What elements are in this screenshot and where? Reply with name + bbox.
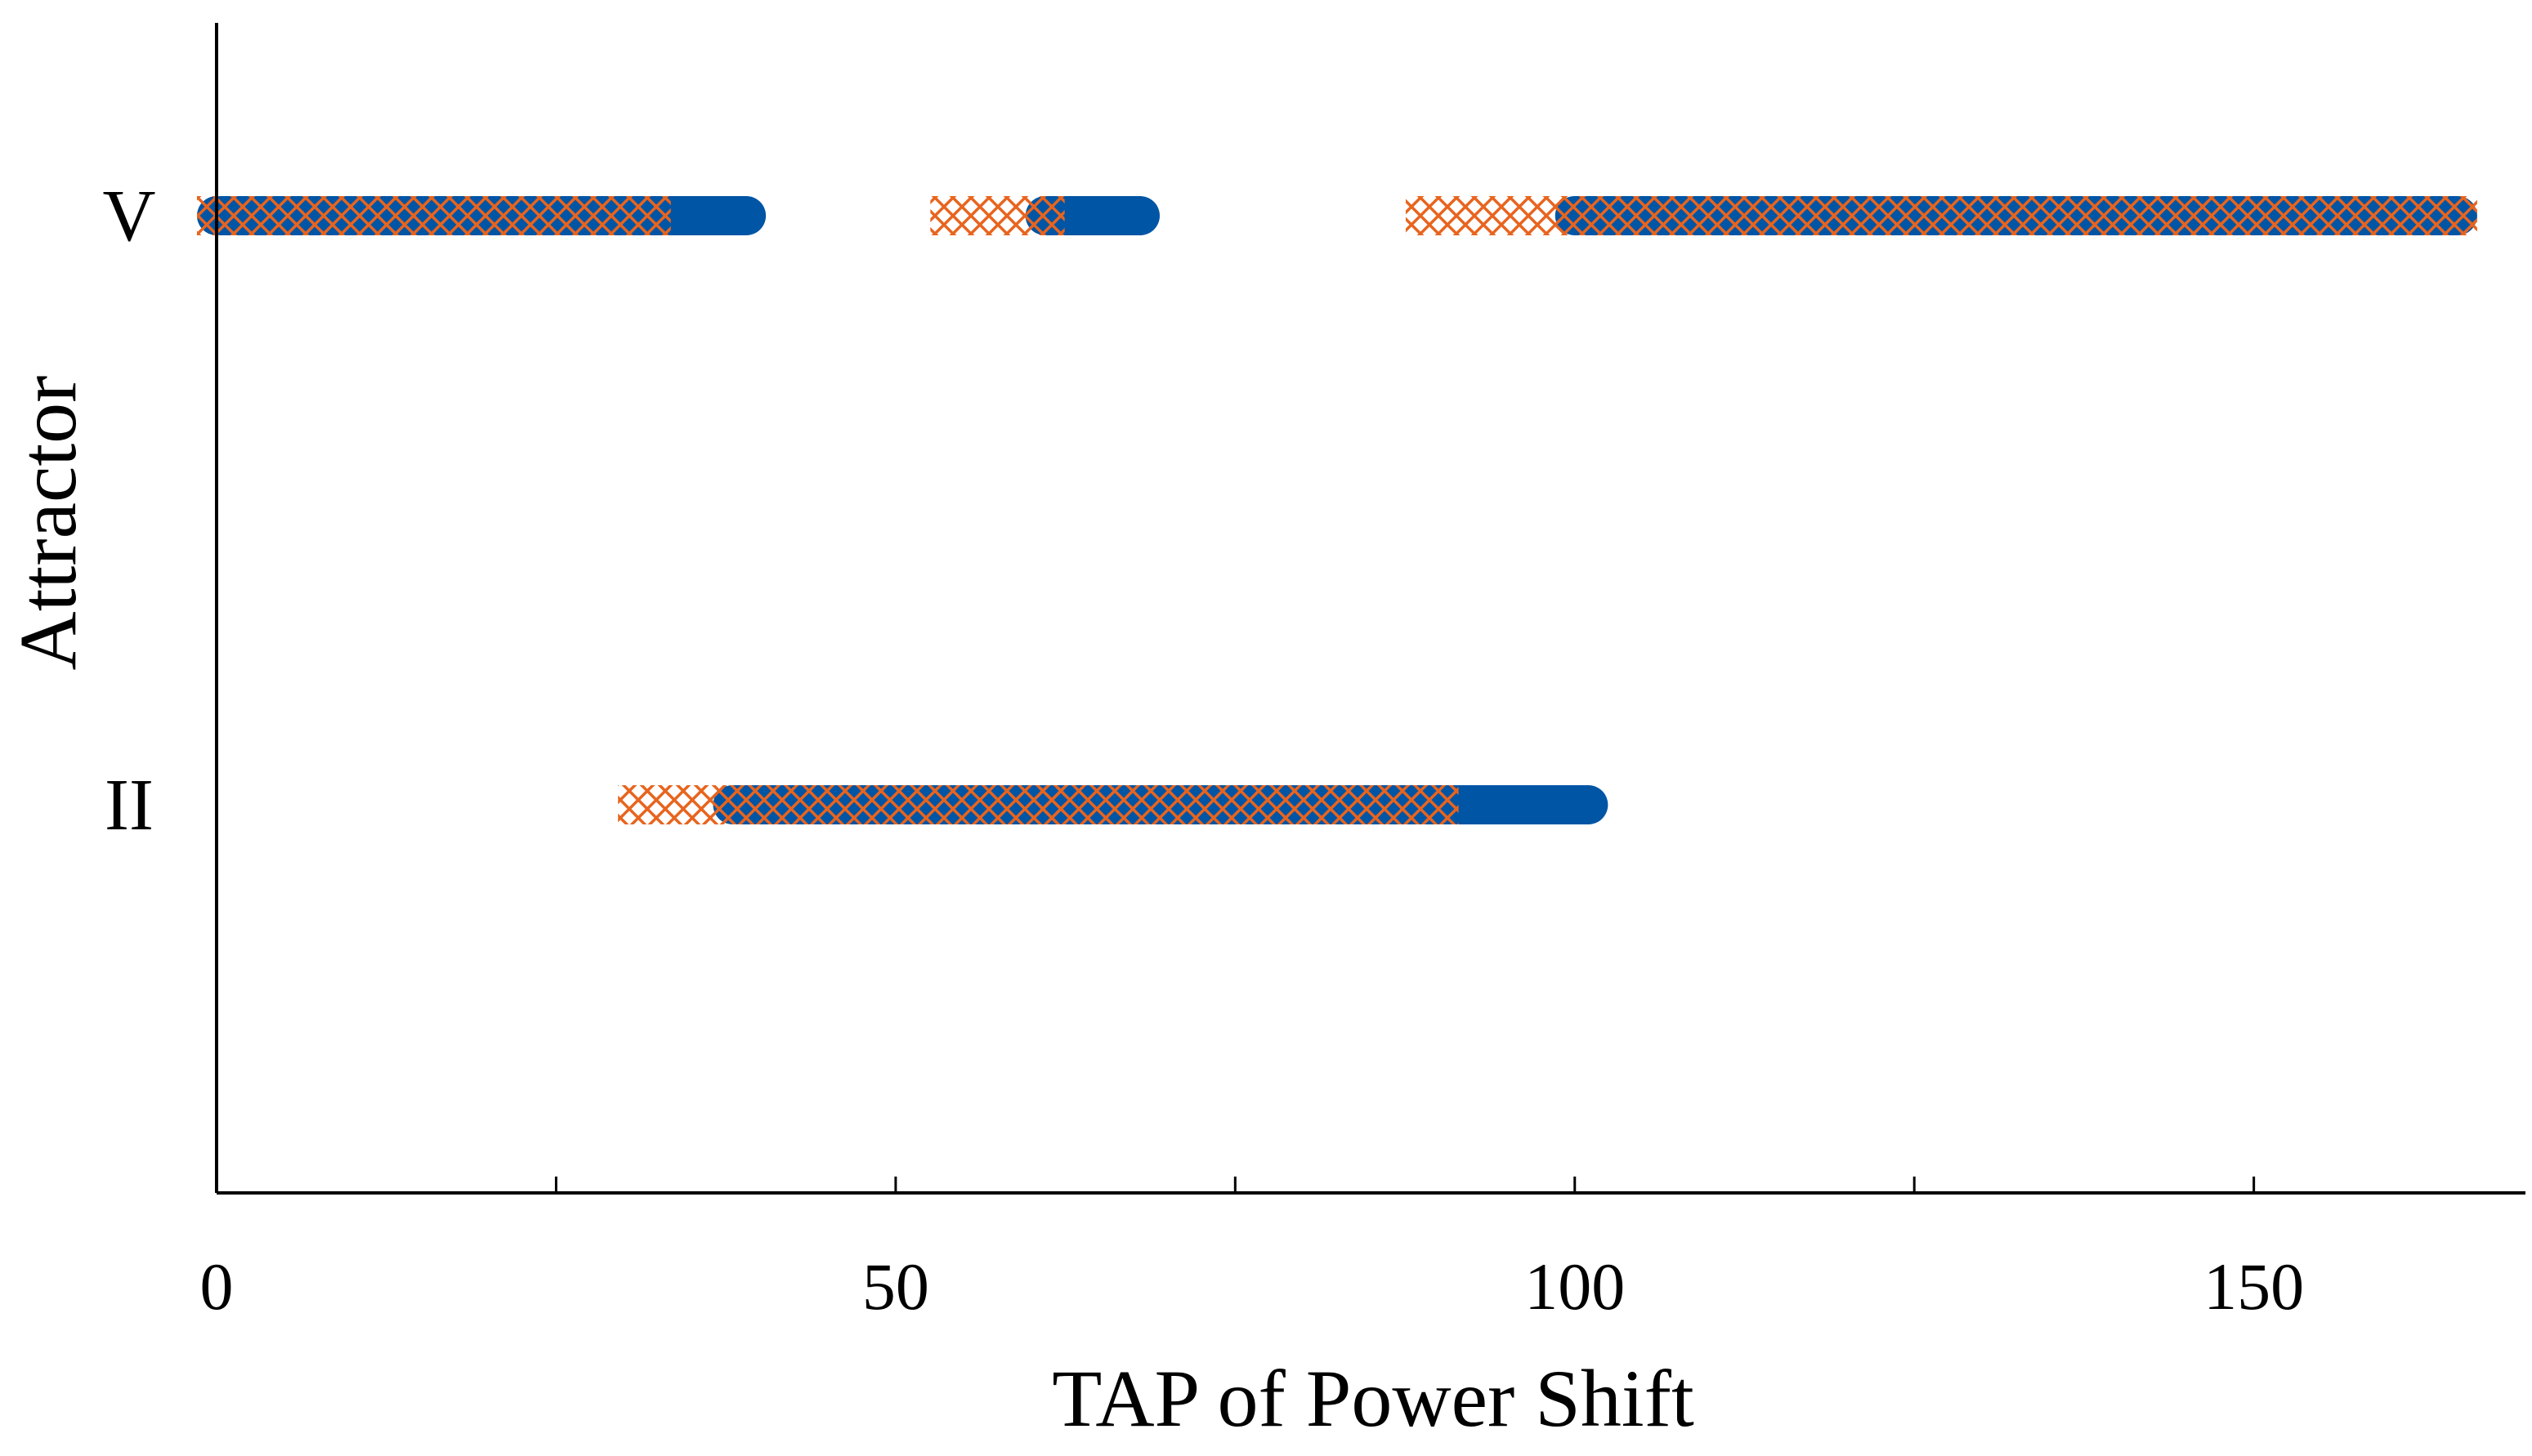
x-marker-band [1039, 785, 1459, 824]
series-group [197, 196, 2477, 824]
y-axis-title: Attractor [2, 376, 93, 671]
y-category-label: V [103, 176, 156, 257]
x-marker-band [197, 196, 671, 235]
category-labels: V II [103, 176, 156, 846]
series-group [197, 196, 2477, 824]
x-tick-label: 100 [1524, 1249, 1625, 1324]
y-category-label: II [105, 765, 154, 846]
x-marker-band [930, 196, 1065, 235]
series-layer [197, 196, 2477, 824]
tick-layer: 0 50 100 150 [200, 1177, 2304, 1324]
x-tick-label: 0 [200, 1249, 234, 1324]
x-axis-title: TAP of Power Shift [1052, 1353, 1694, 1444]
x-tick-label: 50 [862, 1249, 929, 1324]
x-tick-label: 150 [2203, 1249, 2304, 1324]
x-marker-band [618, 785, 1065, 824]
axes-layer [215, 23, 2525, 1195]
x-marker-band [1405, 196, 2477, 235]
